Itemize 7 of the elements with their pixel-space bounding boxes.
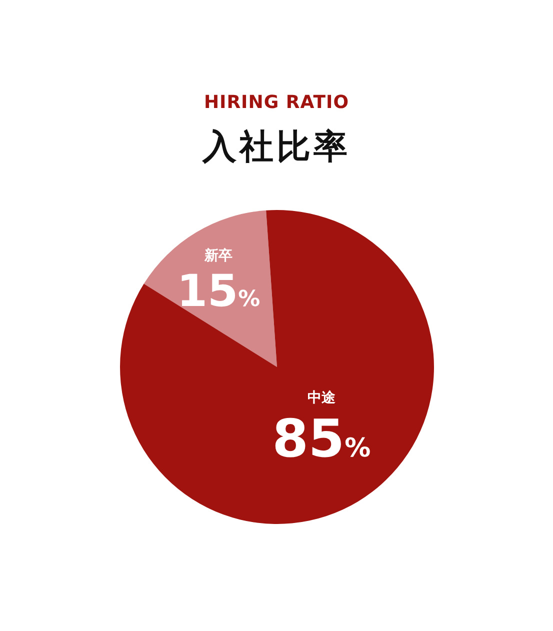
- pie-slice: [120, 210, 434, 524]
- data-label: 15%: [176, 266, 260, 318]
- chart-title: 入社比率: [201, 126, 352, 169]
- chart-subtitle: HIRING RATIO: [202, 92, 350, 113]
- slice-label: 新卒: [204, 246, 233, 264]
- slice-label: 中途: [307, 390, 336, 406]
- data-label: 85%: [272, 410, 371, 470]
